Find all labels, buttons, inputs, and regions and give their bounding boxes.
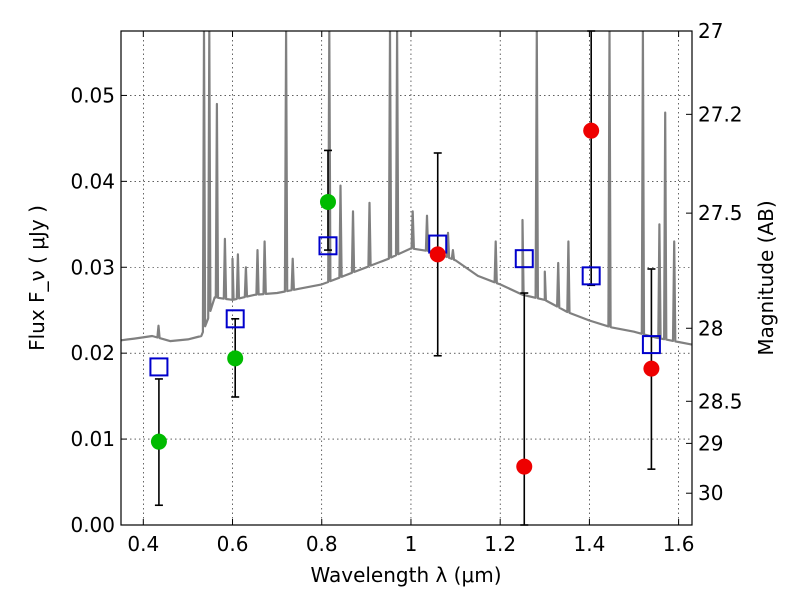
grid (121, 31, 692, 525)
model-photometry-point (318, 236, 338, 256)
magnitude-tick-label: 29 (698, 431, 723, 455)
model-photometry-point (149, 357, 169, 377)
model-spectrum-line (121, 31, 692, 346)
data-markers (149, 122, 661, 475)
magnitude-tick-label: 30 (698, 481, 723, 505)
x-tick-label: 0.6 (217, 532, 249, 556)
flux-data-point (429, 246, 446, 263)
model-photometry-point (225, 309, 245, 329)
magnitude-tick-label: 27 (698, 19, 723, 43)
magnitude-axis-ticks: 27 27.2 27.5 28 28.5 29 30 (686, 19, 743, 505)
magnitude-tick-label: 28.5 (698, 389, 743, 413)
model-photometry-point (641, 335, 661, 355)
y-axis-title: Flux F_ν ( μJy ) (25, 205, 49, 351)
magnitude-tick-label: 28 (698, 316, 723, 340)
x-tick-label: 1.6 (663, 532, 695, 556)
x-axis-ticks: 0.4 0.6 0.8 1 1.2 1.4 1.6 (127, 31, 695, 556)
x-tick-label: 1.4 (573, 532, 605, 556)
plot-frame (120, 30, 693, 526)
x-tick-label: 1.2 (484, 532, 516, 556)
flux-data-point (319, 193, 336, 210)
flux-data-point (227, 350, 244, 367)
y-tick-label: 0.04 (70, 169, 115, 193)
flux-data-point (516, 458, 533, 475)
magnitude-axis-title: Magnitude (AB) (754, 200, 778, 355)
magnitude-tick-label: 27.2 (698, 102, 743, 126)
x-axis-title: Wavelength λ (μm) (310, 563, 501, 587)
x-tick-label: 1 (405, 532, 418, 556)
flux-data-point (583, 122, 600, 139)
error-bars (154, 30, 656, 526)
model-photometry-point (514, 249, 534, 269)
model-photometry-point (581, 266, 601, 286)
flux-data-point (643, 360, 660, 377)
magnitude-tick-label: 27.5 (698, 201, 743, 225)
model-spectrum (121, 31, 692, 346)
y-tick-label: 0.01 (70, 427, 115, 451)
x-tick-label: 0.8 (306, 532, 338, 556)
y-tick-label: 0.02 (70, 341, 115, 365)
y-tick-label: 0.03 (70, 255, 115, 279)
y-tick-label: 0.05 (70, 83, 115, 107)
y-tick-label: 0.00 (70, 513, 115, 537)
y-axis-ticks: 0.00 0.01 0.02 0.03 0.04 0.05 (70, 83, 127, 537)
x-tick-label: 0.4 (127, 532, 159, 556)
flux-data-point (150, 433, 167, 450)
